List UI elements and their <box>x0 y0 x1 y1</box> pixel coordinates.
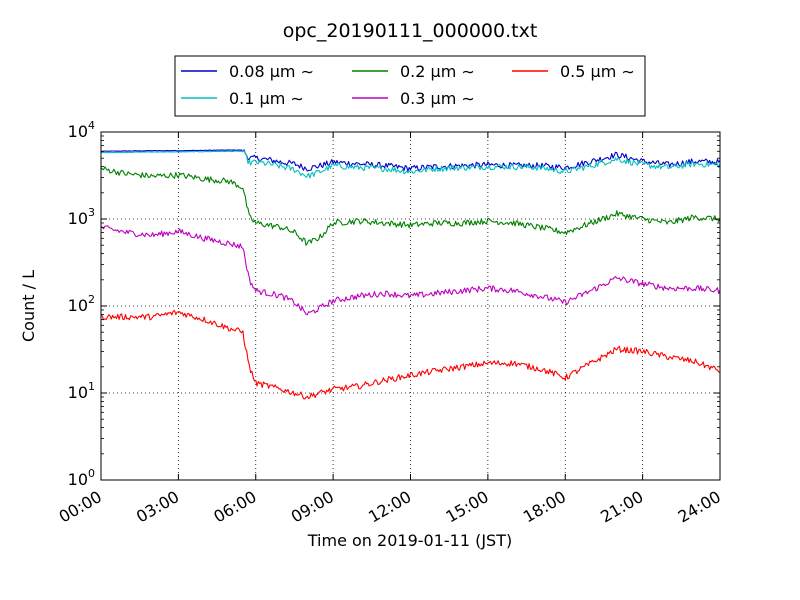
legend-box <box>174 55 646 117</box>
y-tick-label: 104 <box>68 119 95 141</box>
series-line <box>100 225 721 316</box>
x-tick-label: 06:00 <box>210 487 259 527</box>
y-tick-label: 100 <box>68 467 95 489</box>
series-line <box>100 166 721 246</box>
y-tick-label: 102 <box>68 293 95 315</box>
x-tick-label: 24:00 <box>675 487 724 527</box>
legend-label: 0.3 μm ∼ <box>400 89 475 108</box>
series-line <box>100 150 721 179</box>
legend-label: 0.5 μm ∼ <box>560 62 635 81</box>
x-tick-label: 09:00 <box>288 487 337 527</box>
plot-background <box>101 132 720 480</box>
plot-area <box>100 131 721 481</box>
legend-label: 0.2 μm ∼ <box>400 62 475 81</box>
chart-title: opc_20190111_000000.txt <box>283 20 538 42</box>
y-axis-label: Count / L <box>19 270 38 342</box>
series-line <box>100 310 721 400</box>
x-tick-labels: 00:00 03:00 06:00 09:00 12:00 15:00 18:00 21:00… <box>56 487 724 527</box>
legend-label: 0.1 μm ∼ <box>229 89 304 108</box>
y-tick-label: 103 <box>68 206 95 228</box>
legend-label: 0.08 μm ∼ <box>229 62 314 81</box>
series-line <box>100 149 721 172</box>
x-axis-label: Time on 2019-01-11 (JST) <box>307 531 512 550</box>
axis-ticks <box>100 131 721 481</box>
x-tick-label: 03:00 <box>133 487 182 527</box>
x-tick-label: 12:00 <box>365 487 414 527</box>
legend: 0.08 μm ∼ 0.1 μm ∼ 0.2 μm ∼ 0.3 μm ∼ 0.5 μm … <box>174 55 646 117</box>
x-tick-label: 15:00 <box>442 487 491 527</box>
x-tick-label: 00:00 <box>56 487 105 527</box>
y-tick-labels: 100 101 102 103 104 <box>68 119 95 489</box>
x-tick-label: 18:00 <box>520 487 569 527</box>
x-tick-label: 21:00 <box>597 487 646 527</box>
y-tick-label: 101 <box>68 380 95 402</box>
series-lines <box>100 149 721 400</box>
